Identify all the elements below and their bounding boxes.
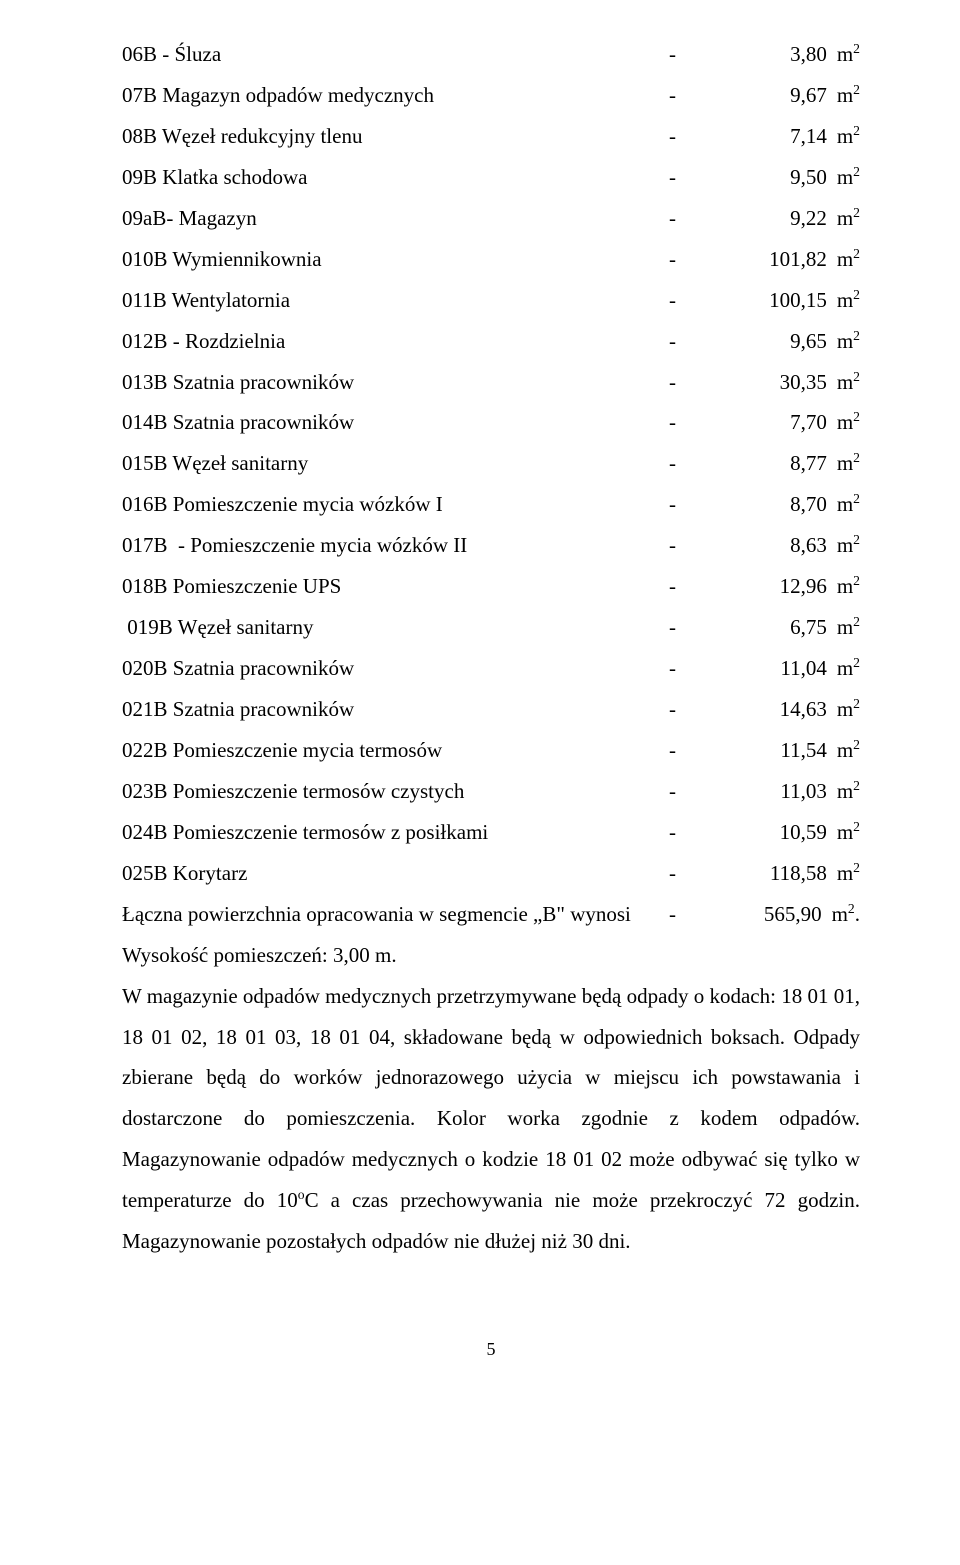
table-row: 09aB- Magazyn -9,22m2 — [122, 198, 860, 239]
table-row: 020B Szatnia pracowników -11,04m2 — [122, 648, 860, 689]
room-label: 07B Magazyn odpadów medycznych — [122, 75, 434, 116]
summary-label: Łączna powierzchnia opracowania w segmen… — [122, 894, 631, 935]
room-label: 010B Wymiennikownia — [122, 239, 322, 280]
room-label: 018B Pomieszczenie UPS — [122, 566, 341, 607]
room-label: 024B Pomieszczenie termosów z posiłkami — [122, 812, 488, 853]
table-row: 013B Szatnia pracowników -30,35m2 — [122, 362, 860, 403]
room-value: -3,80m2 — [665, 34, 860, 75]
room-value: -11,04m2 — [665, 648, 860, 689]
room-value: -9,50m2 — [665, 157, 860, 198]
table-row: 07B Magazyn odpadów medycznych -9,67m2 — [122, 75, 860, 116]
room-value: -7,70m2 — [665, 402, 860, 443]
room-label: 019B Węzeł sanitarny — [122, 607, 313, 648]
table-row: 017B - Pomieszczenie mycia wózków II -8,6… — [122, 525, 860, 566]
room-value: -8,77m2 — [665, 443, 860, 484]
room-value: -100,15m2 — [665, 280, 860, 321]
room-value: -8,70m2 — [665, 484, 860, 525]
room-label: 022B Pomieszczenie mycia termosów — [122, 730, 442, 771]
room-label: 025B Korytarz — [122, 853, 247, 894]
room-label: 06B - Śluza — [122, 34, 221, 75]
table-row: 025B Korytarz -118,58m2 — [122, 853, 860, 894]
room-value: -8,63m2 — [665, 525, 860, 566]
table-row: 023B Pomieszczenie termosów czystych -11,… — [122, 771, 860, 812]
room-value: -12,96m2 — [665, 566, 860, 607]
room-label: 021B Szatnia pracowników — [122, 689, 354, 730]
waste-paragraph: W magazynie odpadów medycznych przetrzym… — [122, 976, 860, 1263]
table-row: 011B Wentylatornia -100,15m2 — [122, 280, 860, 321]
room-label: 016B Pomieszczenie mycia wózków I — [122, 484, 443, 525]
table-row: 021B Szatnia pracowników -14,63m2 — [122, 689, 860, 730]
room-value: -118,58m2 — [665, 853, 860, 894]
table-row: 08B Węzeł redukcyjny tlenu -7,14m2 — [122, 116, 860, 157]
room-label: 08B Węzeł redukcyjny tlenu — [122, 116, 362, 157]
room-value: -101,82m2 — [665, 239, 860, 280]
room-value: -11,03m2 — [665, 771, 860, 812]
table-row: 016B Pomieszczenie mycia wózków I -8,70m2 — [122, 484, 860, 525]
table-row: 015B Węzeł sanitarny -8,77m2 — [122, 443, 860, 484]
room-label: 011B Wentylatornia — [122, 280, 290, 321]
room-label: 09B Klatka schodowa — [122, 157, 307, 198]
room-value: -14,63m2 — [665, 689, 860, 730]
table-row: 09B Klatka schodowa -9,50m2 — [122, 157, 860, 198]
summary-row: Łączna powierzchnia opracowania w segmen… — [122, 894, 860, 935]
room-value: -6,75m2 — [665, 607, 860, 648]
room-value: -30,35m2 — [665, 362, 860, 403]
room-label: 09aB- Magazyn — [122, 198, 257, 239]
table-row: 010B Wymiennikownia -101,82m2 — [122, 239, 860, 280]
room-label: 023B Pomieszczenie termosów czystych — [122, 771, 464, 812]
room-label: 012B - Rozdzielnia — [122, 321, 285, 362]
room-label: 014B Szatnia pracowników — [122, 402, 354, 443]
room-value: -10,59m2 — [665, 812, 860, 853]
table-row: 06B - Śluza -3,80m2 — [122, 34, 860, 75]
room-value: -9,67m2 — [665, 75, 860, 116]
room-value: -9,65m2 — [665, 321, 860, 362]
room-label: 015B Węzeł sanitarny — [122, 443, 308, 484]
room-label: 013B Szatnia pracowników — [122, 362, 354, 403]
room-height-line: Wysokość pomieszczeń: 3,00 m. — [122, 935, 860, 976]
table-row: 019B Węzeł sanitarny -6,75m2 — [122, 607, 860, 648]
room-list: 06B - Śluza-3,80m207B Magazyn odpadów me… — [122, 34, 860, 894]
room-label: 020B Szatnia pracowników — [122, 648, 354, 689]
table-row: 022B Pomieszczenie mycia termosów -11,54m… — [122, 730, 860, 771]
room-value: -9,22m2 — [665, 198, 860, 239]
room-label: 017B - Pomieszczenie mycia wózków II — [122, 525, 467, 566]
table-row: 018B Pomieszczenie UPS -12,96m2 — [122, 566, 860, 607]
page-number: 5 — [122, 1332, 860, 1367]
room-value: -7,14m2 — [665, 116, 860, 157]
table-row: 012B - Rozdzielnia -9,65m2 — [122, 321, 860, 362]
room-value: -11,54m2 — [665, 730, 860, 771]
summary-value: - 565,90 m2. — [665, 894, 860, 935]
table-row: 024B Pomieszczenie termosów z posiłkami -… — [122, 812, 860, 853]
table-row: 014B Szatnia pracowników -7,70m2 — [122, 402, 860, 443]
